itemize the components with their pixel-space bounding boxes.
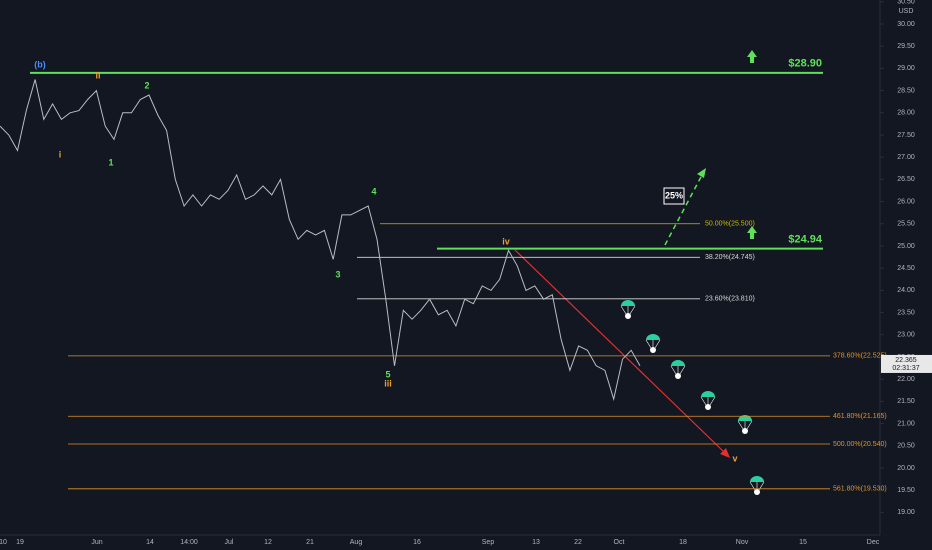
y-tick-label: 27.00 — [897, 154, 915, 161]
y-tick-label: 24.50 — [897, 265, 915, 272]
x-tick-label: Jun — [91, 539, 102, 546]
y-tick-label: 29.50 — [897, 43, 915, 50]
y-tick-label: 23.50 — [897, 309, 915, 316]
wave-label: 2 — [144, 80, 149, 90]
parachute-load — [705, 404, 711, 410]
y-tick-label: 21.00 — [897, 420, 915, 427]
wave-label: 4 — [371, 186, 376, 196]
parachute-load — [675, 373, 681, 379]
x-tick-label: Oct — [614, 539, 625, 546]
up-arrow — [747, 226, 757, 239]
parachute-load — [625, 313, 631, 319]
up-arrow — [747, 50, 757, 63]
price-box — [881, 354, 932, 373]
trend-arrow — [514, 249, 725, 453]
label-box — [663, 187, 685, 205]
x-tick-label: Dec — [867, 539, 880, 546]
parachute — [646, 334, 660, 340]
y-tick-label: 25.50 — [897, 221, 915, 228]
x-tick-label: Nov — [736, 539, 749, 546]
y-tick-label: 28.00 — [897, 110, 915, 117]
unit-label: USD — [899, 8, 914, 15]
x-tick-label: 22 — [574, 539, 582, 546]
x-tick-label: 19 — [16, 539, 24, 546]
wave-label: iv — [502, 236, 510, 246]
level-label: 561.80%(19.530) — [833, 486, 887, 493]
level-label: $28.90 — [788, 58, 822, 70]
parachute-lines — [700, 396, 716, 406]
y-tick-label: 21.50 — [897, 398, 915, 405]
x-tick-label: 16 — [413, 539, 421, 546]
x-tick-label: 10 — [0, 539, 7, 546]
y-tick-label: 23.00 — [897, 332, 915, 339]
y-tick-label: 30.50 — [897, 0, 915, 6]
parachute — [621, 300, 635, 306]
y-tick-label: 26.00 — [897, 198, 915, 205]
level-label: 50.00%(25.500) — [705, 221, 755, 228]
x-tick-label: Jul — [225, 539, 234, 546]
level-label: 500.00%(20.540) — [833, 441, 887, 448]
wave-label: 1 — [108, 157, 113, 167]
y-tick-label: 26.50 — [897, 176, 915, 183]
projection-arrow — [664, 174, 703, 246]
y-tick-label: 24.00 — [897, 287, 915, 294]
x-tick-label: Sep — [482, 539, 495, 546]
wave-label: ii — [95, 70, 100, 80]
level-label: 378.60%(22.525) — [833, 353, 887, 360]
wave-label: iii — [384, 378, 392, 388]
x-tick-label: 13 — [532, 539, 540, 546]
wave-label: i — [59, 149, 62, 159]
x-tick-label: Aug — [350, 539, 363, 546]
parachute-load — [754, 489, 760, 495]
y-tick-label: 29.00 — [897, 65, 915, 72]
parachute-lines — [670, 365, 686, 375]
level-label: $24.94 — [788, 234, 823, 246]
parachute-load — [742, 428, 748, 434]
arrow-head — [697, 168, 706, 178]
parachute-lines — [737, 420, 753, 430]
y-tick-label: 30.00 — [897, 21, 915, 28]
x-tick-label: 21 — [306, 539, 314, 546]
y-tick-label: 22.00 — [897, 376, 915, 383]
wave-label: v — [732, 453, 737, 463]
x-tick-label: 14 — [146, 539, 154, 546]
y-tick-label: 25.00 — [897, 243, 915, 250]
level-label: 461.80%(21.165) — [833, 413, 887, 420]
last-price: 22.365 — [895, 357, 917, 364]
level-label: 23.60%(23.810) — [705, 296, 755, 303]
parachute-lines — [645, 339, 661, 349]
y-tick-label: 28.50 — [897, 87, 915, 94]
arrow-head — [720, 448, 730, 458]
x-tick-label: 12 — [264, 539, 272, 546]
parachute — [750, 476, 764, 482]
level-label: 38.20%(24.745) — [705, 254, 755, 261]
y-tick-label: 20.00 — [897, 465, 915, 472]
parachute — [671, 360, 685, 366]
parachute — [701, 391, 715, 397]
x-tick-label: 14:00 — [180, 539, 198, 546]
y-tick-label: 19.50 — [897, 487, 915, 494]
parachute-lines — [620, 305, 636, 315]
y-tick-label: 20.50 — [897, 443, 915, 450]
wave-label: 25% — [665, 190, 683, 200]
wave-label: 5 — [385, 369, 390, 379]
x-tick-label: 15 — [799, 539, 807, 546]
y-tick-label: 19.00 — [897, 509, 915, 516]
price-line — [0, 79, 641, 402]
parachute-load — [650, 347, 656, 353]
wave-label: (b) — [34, 59, 46, 69]
countdown: 02:31:37 — [892, 365, 919, 372]
wave-label: 3 — [335, 269, 340, 279]
x-tick-label: 18 — [679, 539, 687, 546]
y-tick-label: 27.50 — [897, 132, 915, 139]
